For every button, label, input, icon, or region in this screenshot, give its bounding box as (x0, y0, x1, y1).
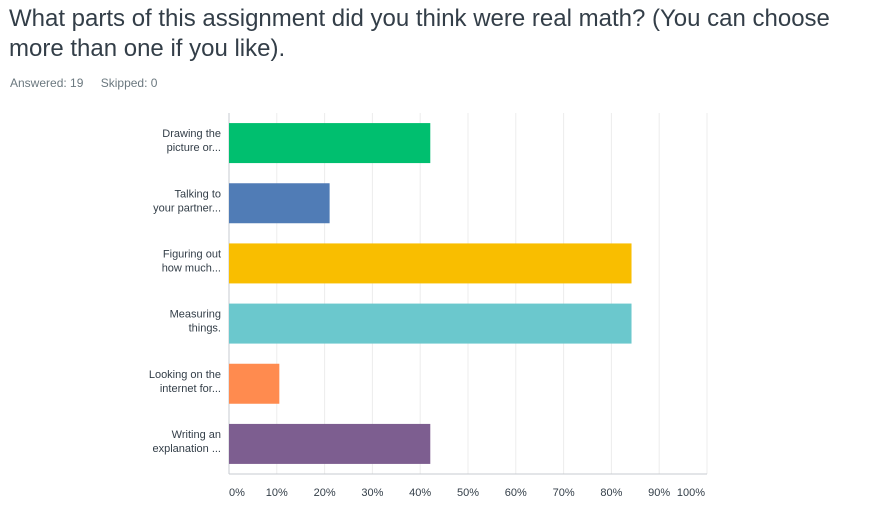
x-tick-label: 100% (677, 487, 705, 499)
category-label: your partner... (153, 202, 221, 214)
x-tick-label: 80% (600, 487, 622, 499)
category-label: Drawing the (162, 128, 221, 140)
x-tick-label: 30% (361, 487, 383, 499)
question-title: What parts of this assignment did you th… (9, 5, 830, 62)
category-label: Writing an (172, 429, 221, 441)
x-tick-label: 10% (266, 487, 288, 499)
response-stats: Answered: 19 Skipped: 0 (10, 76, 171, 90)
category-label: Figuring out (163, 248, 221, 260)
category-label: Looking on the (149, 369, 221, 381)
x-tick-label: 20% (314, 487, 336, 499)
x-tick-label: 90% (648, 487, 670, 499)
category-label: explanation ... (153, 443, 222, 455)
category-label: Measuring (170, 309, 221, 321)
bar (229, 423, 431, 464)
category-label: things. (189, 323, 221, 335)
bar (229, 123, 431, 164)
bar (229, 243, 632, 284)
category-label: how much... (162, 262, 221, 274)
x-tick-label: 60% (505, 487, 527, 499)
answered-count: Answered: 19 (10, 76, 84, 90)
skipped-count: Skipped: 0 (100, 76, 158, 90)
category-label: internet for... (160, 383, 221, 395)
bar (229, 363, 280, 404)
bar (229, 303, 632, 344)
x-tick-label: 50% (457, 487, 479, 499)
category-label: picture or... (167, 142, 221, 154)
x-tick-label: 0% (229, 487, 245, 499)
x-tick-label: 40% (409, 487, 431, 499)
category-label: Talking to (175, 188, 221, 200)
bar (229, 183, 330, 224)
x-tick-label: 70% (553, 487, 575, 499)
